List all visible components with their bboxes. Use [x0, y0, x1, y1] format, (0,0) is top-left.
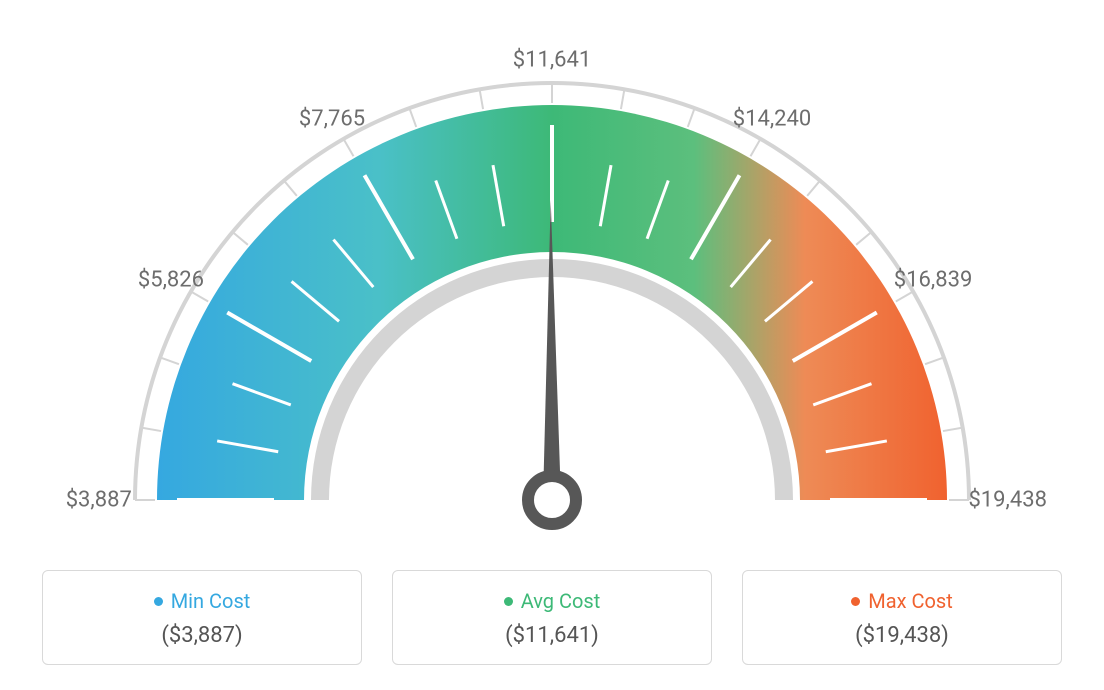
gauge-tick-label: $7,765	[299, 106, 365, 131]
legend-title-text: Min Cost	[171, 589, 251, 613]
legend-dot-icon	[504, 597, 513, 606]
gauge-tick-label: $14,240	[733, 106, 812, 131]
legend-value-max: ($19,438)	[753, 623, 1051, 648]
cost-gauge: $3,887$5,826$7,765$11,641$14,240$16,839$…	[102, 40, 1002, 560]
gauge-svg	[102, 40, 1002, 560]
legend-card-avg: Avg Cost ($11,641)	[392, 570, 712, 665]
gauge-tick-label: $3,887	[66, 488, 132, 513]
legend-title-avg: Avg Cost	[504, 589, 601, 613]
legend-value-min: ($3,887)	[53, 623, 351, 648]
legend-card-min: Min Cost ($3,887)	[42, 570, 362, 665]
legend-title-max: Max Cost	[851, 589, 953, 613]
legend-card-max: Max Cost ($19,438)	[742, 570, 1062, 665]
legend-title-min: Min Cost	[154, 589, 251, 613]
legend-dot-icon	[154, 597, 163, 606]
legend-title-text: Max Cost	[868, 589, 953, 613]
legend-row: Min Cost ($3,887) Avg Cost ($11,641) Max Cos…	[42, 570, 1062, 665]
gauge-tick-label: $11,641	[513, 48, 592, 73]
legend-dot-icon	[851, 597, 860, 606]
gauge-tick-label: $5,826	[138, 268, 204, 293]
legend-title-text: Avg Cost	[521, 589, 601, 613]
legend-value-avg: ($11,641)	[403, 623, 701, 648]
gauge-tick-label: $16,839	[894, 268, 973, 293]
gauge-tick-label: $19,438	[968, 488, 1047, 513]
